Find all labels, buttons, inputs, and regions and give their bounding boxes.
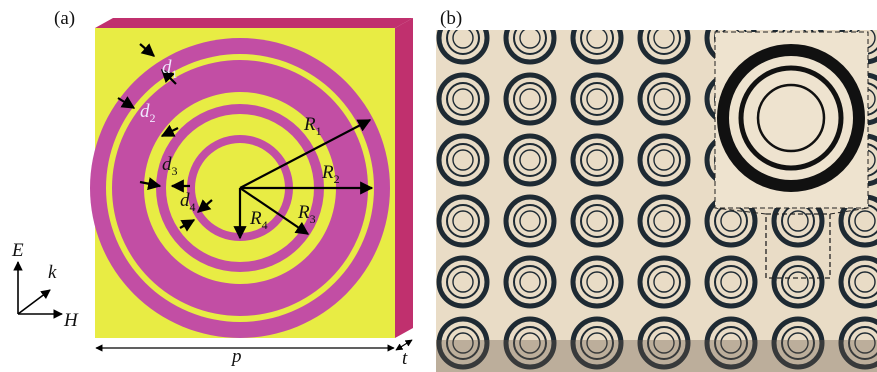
axis-label: H <box>63 310 79 331</box>
subscript: 2 <box>150 111 156 125</box>
subscript: 4 <box>190 200 196 214</box>
subscript: 4 <box>262 218 268 232</box>
subscript: 3 <box>172 164 178 178</box>
symbol: d <box>162 57 172 78</box>
subscript: 1 <box>172 67 178 81</box>
inset <box>715 32 868 208</box>
symbol: d <box>140 101 150 122</box>
symbol: d <box>180 190 190 211</box>
symbol: R <box>297 202 310 223</box>
symbol: d <box>162 154 172 175</box>
axis-label: k <box>48 262 57 283</box>
symbol: R <box>321 162 334 183</box>
symbol: R <box>303 114 316 135</box>
dimension-label: p <box>230 346 242 367</box>
slab-top <box>95 18 413 28</box>
panel-label: (a) <box>54 8 75 29</box>
subscript: 2 <box>334 172 340 186</box>
axis-label: E <box>11 240 24 261</box>
slab-side <box>395 18 413 338</box>
figure: (a) d1 d2 d3 d4 R1 R2 R3 R4 E k H p t (b… <box>0 0 877 372</box>
panel-label: (b) <box>440 8 462 29</box>
subscript: 1 <box>316 124 322 138</box>
dimension-label: t <box>402 348 408 369</box>
symbol: R <box>249 208 262 229</box>
subscript: 3 <box>310 212 316 226</box>
